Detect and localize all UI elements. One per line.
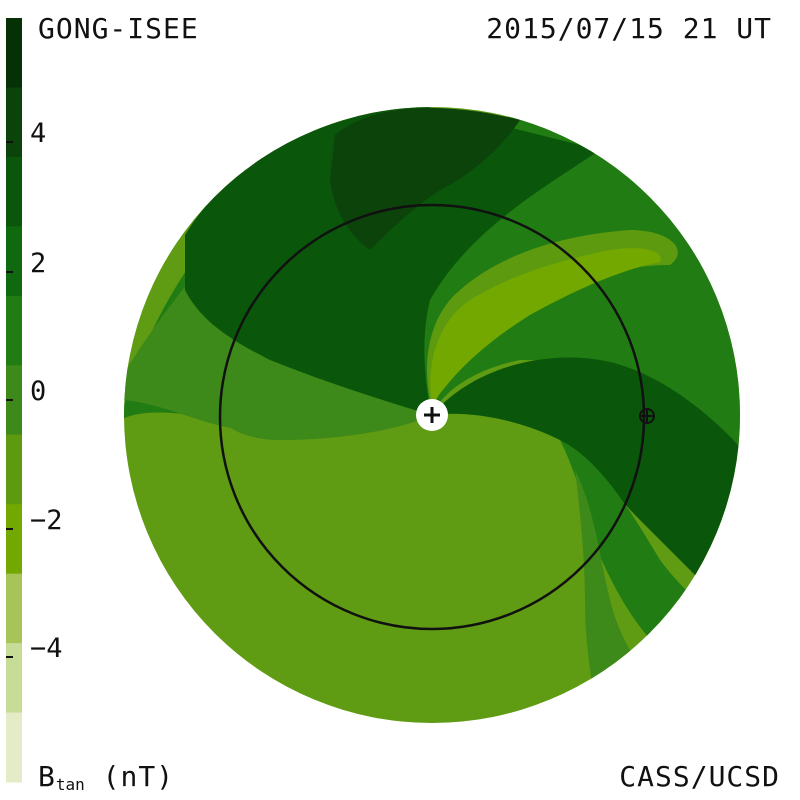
- colorbar-tickmark: [6, 141, 13, 143]
- earth-marker: [639, 408, 655, 424]
- colorbar-segment: [6, 295, 22, 366]
- quantity-symbol: B: [38, 760, 56, 793]
- colorbar-segment: [6, 643, 22, 714]
- colorbar-segment: [6, 87, 22, 158]
- contour-band: [185, 107, 600, 415]
- timestamp-label: 2015/07/15 21 UT: [486, 12, 772, 45]
- credit-label: CASS/UCSD: [619, 760, 780, 793]
- contour-band: [220, 393, 432, 440]
- colorbar-segment: [6, 18, 22, 88]
- source-label: GONG-ISEE: [38, 12, 199, 45]
- colorbar-tick-label: −4: [30, 633, 63, 664]
- colorbar-tick-label: 0: [30, 376, 47, 407]
- colorbar-tick-label: −2: [30, 505, 63, 536]
- colorbar-segment: [6, 226, 22, 297]
- contour-band: [432, 357, 740, 640]
- colorbar-segment: [6, 156, 22, 227]
- colorbar-tickmark: [6, 399, 13, 401]
- quantity-subscript: tan: [55, 775, 85, 794]
- colorbar-tickmark: [6, 271, 13, 273]
- colorbar-segment: [6, 573, 22, 644]
- contour-band: [427, 230, 678, 410]
- unit-label: (nT): [102, 760, 175, 793]
- contour-band: [430, 248, 661, 405]
- colorbar-tickmark: [6, 656, 13, 658]
- contour-band: [425, 210, 707, 415]
- contour-band: [575, 470, 660, 720]
- colorbar-segment: [6, 712, 22, 783]
- colorbar-segment: [6, 365, 22, 436]
- contour-band: [330, 108, 520, 250]
- colorbar-segment: [6, 434, 22, 505]
- colorbar-segment: [6, 504, 22, 575]
- colorbar-tick-label: 4: [30, 118, 47, 149]
- colorbar-tickmark: [6, 528, 13, 530]
- colorbar-tick-label: 2: [30, 248, 47, 279]
- quantity-label: Btan (nT): [38, 760, 175, 794]
- sun-marker: [416, 399, 448, 431]
